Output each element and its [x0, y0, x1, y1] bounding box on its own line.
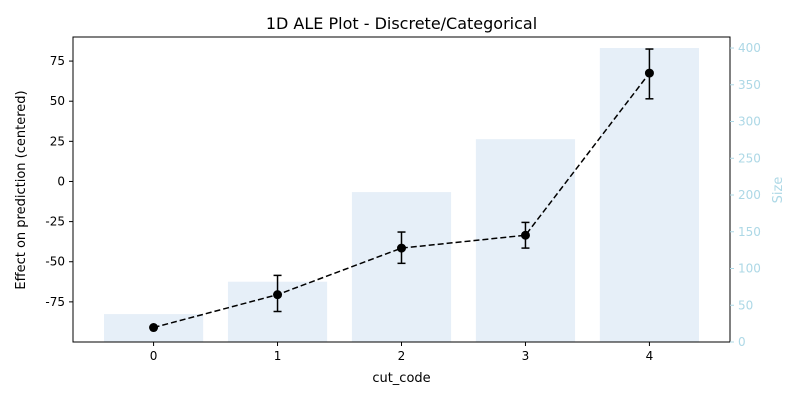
- y-axis-left: -75 -50 -25 0 25 50 75: [45, 54, 73, 309]
- y2-axis-title: Size: [771, 177, 786, 204]
- y2-tick-label: 100: [738, 262, 761, 276]
- y-tick-label: -75: [45, 295, 65, 309]
- x-axis: 0 1 2 3 4: [150, 342, 653, 363]
- y-tick-label: 0: [57, 174, 65, 188]
- y-tick-label: 75: [50, 54, 65, 68]
- ale-point: [397, 243, 406, 253]
- x-tick-label: 1: [274, 349, 282, 363]
- y2-tick-label: 250: [738, 151, 761, 165]
- x-tick-label: 2: [398, 349, 406, 363]
- y2-tick-label: 50: [738, 298, 753, 312]
- chart-title: 1D ALE Plot - Discrete/Categorical: [266, 14, 537, 33]
- y-tick-label: 50: [50, 94, 65, 108]
- y2-tick-label: 350: [738, 78, 761, 92]
- ale-line: [153, 72, 651, 329]
- y-tick-label: -50: [45, 255, 65, 269]
- ale-point: [273, 290, 283, 300]
- y2-tick-label: 0: [738, 335, 746, 349]
- bars-layer: [103, 48, 700, 342]
- ale-point: [644, 68, 654, 78]
- x-tick-label: 4: [646, 349, 654, 363]
- x-axis-title: cut_code: [372, 371, 430, 386]
- ale-point: [520, 230, 530, 240]
- x-tick-label: 3: [522, 349, 530, 363]
- y2-tick-label: 200: [738, 188, 761, 202]
- y2-tick-label: 150: [738, 225, 761, 239]
- y-tick-label: -25: [45, 215, 65, 229]
- x-tick-label: 0: [150, 349, 158, 363]
- y-tick-label: 25: [50, 134, 65, 148]
- y-axis-title: Effect on prediction (centered): [14, 90, 29, 289]
- ale-point: [149, 323, 159, 333]
- y2-tick-label: 300: [738, 115, 761, 129]
- line-layer: [149, 48, 654, 333]
- y2-tick-label: 400: [738, 41, 761, 55]
- size-bar: [351, 192, 452, 342]
- y-axis-right: 0 50 100 150 200 250 300 350 400: [730, 41, 761, 349]
